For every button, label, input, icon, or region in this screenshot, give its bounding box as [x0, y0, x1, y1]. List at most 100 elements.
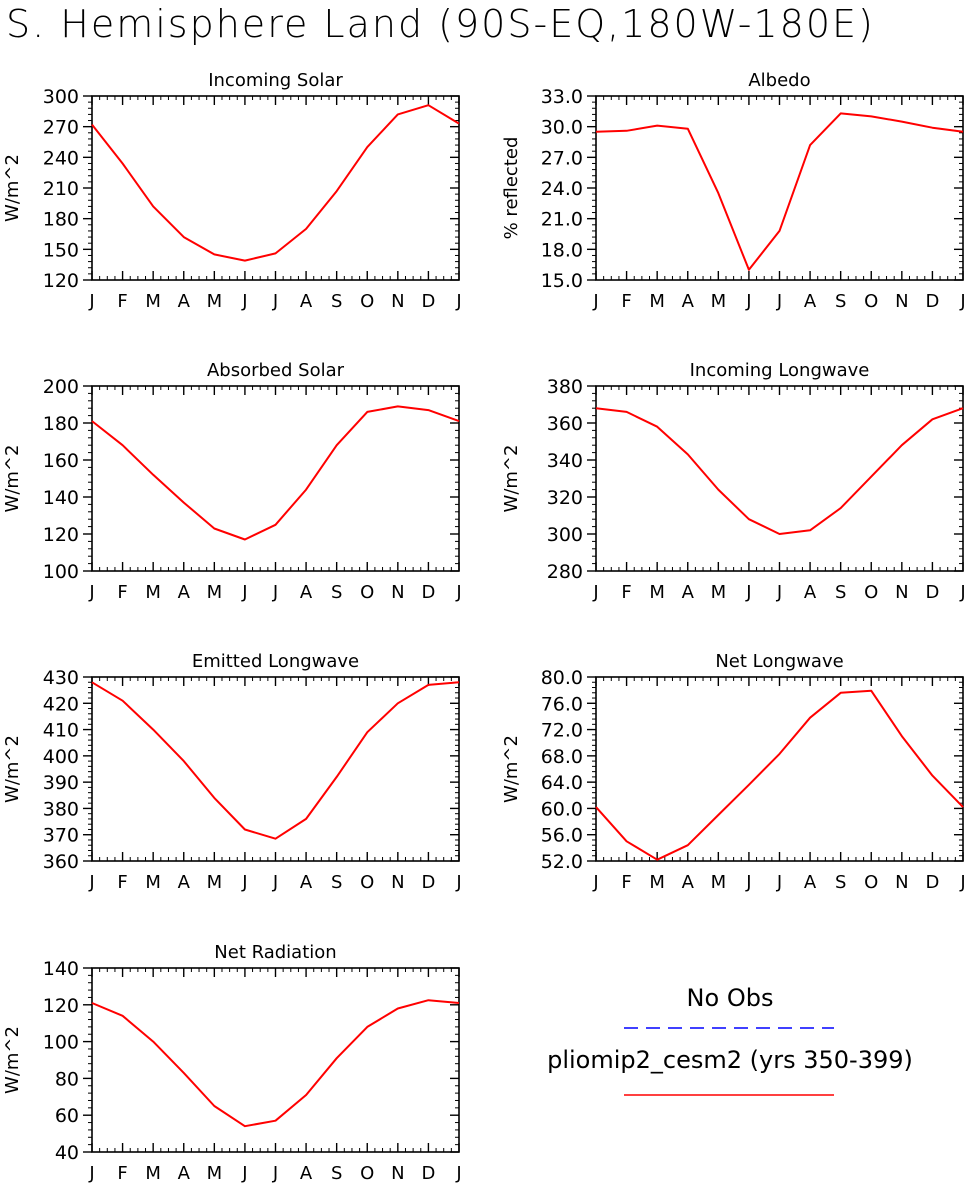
y-tick-label: 320: [547, 487, 583, 509]
x-tick-label: J: [455, 872, 461, 893]
x-tick-label: S: [835, 291, 846, 312]
chart-title: Incoming Solar: [208, 70, 343, 91]
y-tick-label: 340: [547, 450, 583, 472]
chart-title: Absorbed Solar: [207, 360, 345, 381]
y-tick-label: 150: [43, 239, 79, 261]
x-tick-label: A: [178, 872, 191, 893]
x-tick-label: J: [592, 291, 598, 312]
x-tick-label: M: [649, 582, 665, 603]
x-tick-label: S: [835, 872, 846, 893]
y-tick-label: 72.0: [541, 720, 583, 742]
legend-obs-label: No Obs: [686, 984, 774, 1012]
y-tick-label: 120: [43, 524, 79, 546]
plot-frame: [595, 676, 964, 862]
x-tick-label: J: [592, 582, 598, 603]
x-tick-label: D: [421, 582, 435, 603]
chart-title: Net Radiation: [214, 942, 336, 963]
x-tick-label: J: [272, 1163, 278, 1184]
x-tick-label: A: [300, 291, 313, 312]
x-tick-label: J: [88, 872, 94, 893]
y-tick-label: 270: [43, 117, 79, 139]
x-tick-label: A: [178, 582, 191, 603]
x-tick-label: N: [895, 872, 908, 893]
x-tick-label: J: [776, 872, 782, 893]
x-tick-label: S: [331, 872, 342, 893]
x-tick-label: D: [421, 1163, 435, 1184]
y-tick-label: 52.0: [541, 851, 583, 873]
x-tick-label: J: [745, 872, 751, 893]
y-tick-label: 24.0: [541, 178, 583, 200]
y-axis-label: % reflected: [501, 137, 522, 240]
x-tick-label: S: [331, 582, 342, 603]
y-tick-label: 27.0: [541, 147, 583, 169]
chart-title: Incoming Longwave: [690, 360, 870, 381]
y-axis-label: W/m^2: [2, 445, 23, 513]
x-tick-label: M: [145, 872, 161, 893]
y-tick-label: 380: [43, 798, 79, 820]
x-tick-label: M: [649, 291, 665, 312]
x-tick-label: A: [300, 872, 313, 893]
x-tick-label: J: [241, 582, 247, 603]
series-line: [91, 999, 460, 1128]
x-tick-label: O: [360, 872, 374, 893]
x-tick-label: S: [331, 1163, 342, 1184]
x-tick-label: M: [207, 582, 223, 603]
x-tick-label: M: [711, 582, 727, 603]
x-tick-label: J: [959, 291, 965, 312]
y-tick-label: 60: [55, 1105, 79, 1127]
x-tick-label: J: [272, 872, 278, 893]
x-tick-label: J: [959, 582, 965, 603]
x-tick-label: J: [455, 1163, 461, 1184]
x-tick-label: J: [592, 872, 598, 893]
y-tick-label: 390: [43, 772, 79, 794]
x-tick-label: O: [864, 291, 878, 312]
x-tick-label: J: [88, 582, 94, 603]
x-tick-label: N: [391, 291, 404, 312]
x-tick-label: A: [682, 582, 695, 603]
y-tick-label: 300: [43, 86, 79, 108]
x-tick-label: S: [331, 291, 342, 312]
x-tick-label: M: [145, 291, 161, 312]
y-tick-label: 360: [43, 851, 79, 873]
x-tick-label: N: [391, 582, 404, 603]
y-axis-label: W/m^2: [501, 735, 522, 803]
y-tick-label: 15.0: [541, 270, 583, 292]
x-tick-label: O: [864, 872, 878, 893]
y-tick-label: 200: [43, 376, 79, 398]
y-tick-label: 370: [43, 825, 79, 847]
x-tick-label: J: [776, 291, 782, 312]
y-tick-label: 76.0: [541, 693, 583, 715]
x-tick-label: A: [804, 291, 817, 312]
y-tick-label: 100: [43, 1032, 79, 1054]
y-tick-label: 300: [547, 524, 583, 546]
x-tick-label: F: [117, 582, 127, 603]
series-line: [595, 112, 964, 271]
series-line: [91, 405, 460, 541]
y-tick-label: 80.0: [541, 667, 583, 689]
y-axis-label: W/m^2: [501, 445, 522, 513]
x-tick-label: J: [272, 291, 278, 312]
x-tick-label: F: [621, 291, 631, 312]
x-tick-label: A: [178, 1163, 191, 1184]
y-tick-label: 240: [43, 147, 79, 169]
x-tick-label: A: [804, 582, 817, 603]
x-tick-label: M: [649, 872, 665, 893]
y-tick-label: 210: [43, 178, 79, 200]
y-tick-label: 430: [43, 667, 79, 689]
plot-frame: [91, 967, 460, 1153]
x-tick-label: J: [88, 291, 94, 312]
y-tick-label: 360: [547, 413, 583, 435]
chart-title: Net Longwave: [715, 651, 843, 672]
x-tick-label: F: [117, 291, 127, 312]
x-tick-label: J: [241, 872, 247, 893]
x-tick-label: O: [360, 291, 374, 312]
y-axis-label: W/m^2: [2, 735, 23, 803]
y-tick-label: 64.0: [541, 772, 583, 794]
y-tick-label: 21.0: [541, 209, 583, 231]
x-tick-label: D: [925, 582, 939, 603]
y-tick-label: 68.0: [541, 746, 583, 768]
y-tick-label: 380: [547, 376, 583, 398]
x-tick-label: F: [117, 872, 127, 893]
x-tick-label: M: [145, 1163, 161, 1184]
